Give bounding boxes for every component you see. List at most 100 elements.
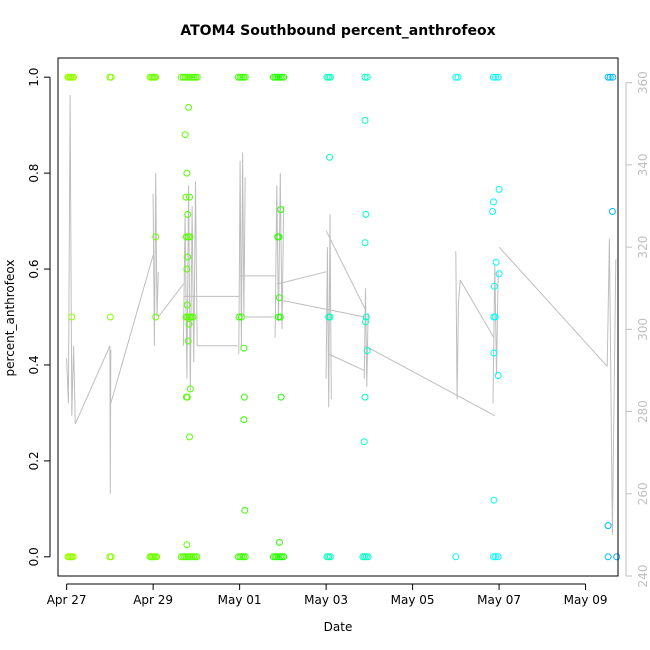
data-point-66 [189, 313, 197, 321]
secondary-line-spike-apr28 [109, 345, 112, 494]
data-point-153 [494, 372, 502, 379]
data-point-130 [362, 313, 370, 321]
data-point-147 [492, 258, 500, 266]
x-tick-label-5: May 07 [477, 593, 521, 607]
data-point-84 [235, 313, 243, 321]
secondary-series-layer [66, 94, 617, 535]
y-tick-label-5: 1.0 [27, 68, 41, 87]
secondary-line-spike-apr29 [152, 173, 159, 346]
data-point-73 [183, 541, 191, 549]
secondary-line-spike-may06 [455, 251, 461, 400]
data-point-148 [495, 270, 503, 278]
data-point-104 [277, 206, 285, 214]
data-point-10 [69, 553, 77, 561]
data-point-160 [608, 208, 616, 215]
plot-frame [57, 57, 619, 577]
secondary-line-link-may03-04 [328, 353, 365, 371]
y2-tick-label-4: 320 [636, 236, 650, 259]
secondary-line-link-apr27-28 [74, 345, 111, 425]
data-point-158 [604, 553, 612, 561]
data-point-53 [182, 193, 190, 201]
x-tick-label-6: May 09 [564, 593, 608, 607]
data-point-149 [490, 282, 498, 290]
y2-tick-label-1: 260 [636, 482, 650, 505]
x-tick-label-3: May 03 [304, 593, 348, 607]
y2-tick-label-2: 280 [636, 400, 650, 423]
secondary-line-link-may04-06 [364, 345, 496, 417]
secondary-line-link-may07-09 [498, 246, 608, 367]
data-point-118 [326, 153, 334, 161]
data-point-89 [241, 506, 249, 514]
data-point-5 [70, 73, 78, 81]
x-tick-label-1: Apr 29 [133, 593, 173, 607]
secondary-line-spike-may03 [325, 214, 332, 408]
data-point-152 [490, 349, 498, 357]
data-point-70 [183, 393, 191, 401]
x-tick-label-0: Apr 27 [47, 593, 87, 607]
data-point-61 [183, 301, 191, 309]
data-point-13 [107, 73, 115, 81]
data-point-50 [181, 131, 189, 139]
data-point-159 [613, 553, 621, 561]
data-point-54 [186, 193, 193, 201]
data-point-88 [240, 416, 248, 424]
chart-title: ATOM4 Southbound percent_anthrofeox [180, 23, 495, 39]
data-point-59 [184, 253, 192, 261]
data-point-86 [240, 344, 248, 352]
data-point-157 [609, 73, 617, 81]
data-point-135 [452, 73, 460, 81]
y2-tick-label-6: 360 [636, 71, 650, 94]
data-point-85 [237, 313, 245, 321]
data-point-58 [186, 233, 194, 241]
data-point-120 [326, 313, 334, 321]
data-point-71 [186, 385, 194, 393]
data-point-154 [490, 496, 498, 504]
data-point-145 [490, 198, 497, 206]
data-point-131 [362, 318, 369, 326]
data-point-83 [241, 553, 249, 561]
data-point-151 [490, 313, 498, 321]
secondary-line-spike-apr27 [66, 94, 76, 424]
data-point-16 [106, 313, 114, 321]
data-point-129 [361, 239, 369, 247]
scatter-points-layer [64, 73, 621, 561]
data-point-96 [280, 73, 288, 81]
data-point-103 [280, 553, 288, 561]
data-point-134 [360, 438, 368, 446]
data-point-51 [185, 103, 193, 111]
data-point-55 [184, 210, 192, 218]
y2-tick-label-5: 340 [636, 153, 650, 176]
data-point-109 [276, 313, 284, 321]
y2-tick-label-3: 300 [636, 318, 650, 341]
data-point-106 [274, 233, 282, 241]
secondary-line-spike-may09 [606, 238, 617, 535]
data-point-11 [68, 313, 76, 321]
y-tick-label-2: 0.4 [27, 355, 41, 374]
data-point-136 [454, 73, 462, 81]
data-point-111 [275, 538, 283, 546]
data-point-142 [492, 553, 500, 561]
x-tick-label-4: May 05 [391, 593, 435, 607]
secondary-line-link-apr29-30 [157, 283, 184, 318]
data-point-144 [495, 185, 503, 193]
data-point-156 [606, 73, 614, 81]
y-tick-label-4: 0.8 [27, 164, 41, 183]
data-point-128 [362, 210, 370, 218]
data-point-121 [361, 73, 369, 81]
secondary-line-burst-may07 [492, 263, 499, 404]
data-point-72 [186, 433, 193, 441]
data-point-68 [184, 337, 192, 345]
secondary-line-link-may03-04b [325, 230, 366, 310]
data-point-155 [604, 73, 612, 81]
secondary-line-link-apr28-29 [110, 255, 154, 404]
secondary-line-burst-apr30 [182, 181, 198, 392]
data-point-122 [363, 73, 371, 81]
data-point-28 [152, 233, 160, 241]
data-point-161 [604, 522, 612, 530]
data-point-114 [326, 73, 334, 81]
secondary-line-burst-may04 [363, 288, 369, 387]
data-point-132 [363, 347, 371, 355]
data-point-127 [361, 116, 369, 124]
y2-tick-label-0: 240 [636, 565, 650, 588]
data-point-126 [364, 553, 372, 561]
